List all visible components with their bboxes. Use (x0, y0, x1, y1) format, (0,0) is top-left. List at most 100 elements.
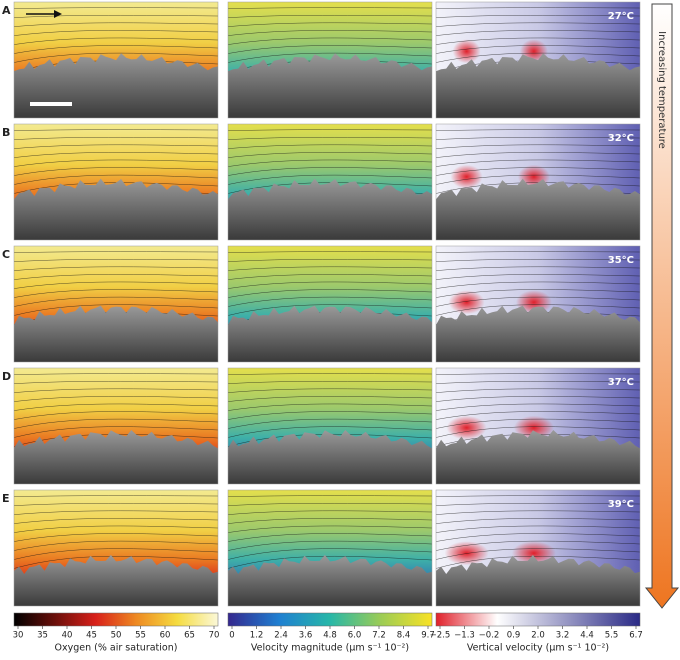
streamline (436, 555, 640, 569)
streamline (14, 540, 218, 551)
panel-border (435, 367, 641, 485)
streamline (228, 396, 432, 402)
streamline (14, 136, 218, 140)
streamline (436, 540, 640, 551)
row-label: C (2, 248, 10, 261)
streamline (436, 533, 640, 542)
panel-border (435, 489, 641, 607)
streamline (436, 380, 640, 384)
upwelling (444, 541, 489, 566)
streamline (436, 411, 640, 420)
panel-content (228, 246, 432, 362)
streamline (228, 380, 432, 384)
streamline (14, 182, 218, 194)
panel-content (14, 368, 218, 484)
streamline (228, 403, 432, 411)
panel (13, 123, 219, 241)
streamline (14, 129, 218, 131)
colorbar-tick-label: 65 (184, 631, 195, 641)
streamline (228, 502, 432, 506)
streamline (14, 174, 218, 185)
streamline (436, 525, 640, 533)
panel-content (14, 2, 218, 118)
streamline (436, 174, 640, 185)
colorbar-label: Oxygen (% air saturation) (55, 643, 178, 654)
streamline (14, 167, 218, 176)
panel-border (227, 123, 433, 241)
panel (227, 123, 433, 241)
colorbar-tick-label: 4.8 (323, 631, 337, 641)
panel-content (14, 490, 218, 606)
row-label: E (2, 492, 10, 505)
streamline (14, 518, 218, 524)
panel (435, 367, 641, 485)
streamline (228, 7, 432, 9)
streamline (14, 411, 218, 420)
streamline (228, 136, 432, 140)
streamline (228, 296, 432, 307)
streamline (436, 45, 640, 54)
panel (227, 489, 433, 607)
colorbar (435, 612, 641, 627)
substrate (436, 53, 640, 118)
panel-border (227, 489, 433, 607)
colorbar-tick-label: 2.4 (274, 631, 288, 641)
panel-border (13, 123, 219, 241)
streamline (14, 159, 218, 167)
streamline (14, 274, 218, 280)
streamline (436, 518, 640, 524)
streamline (228, 510, 432, 515)
colorbar-tick-label: 45 (86, 631, 97, 641)
streamline (14, 22, 218, 27)
streamline (436, 167, 640, 176)
panel-border (435, 1, 641, 119)
panel (13, 1, 219, 119)
colorbar-tick-label: 50 (111, 631, 122, 641)
streamline (436, 136, 640, 140)
panel-border (13, 245, 219, 363)
flow-arrow-head (54, 10, 62, 18)
row-label: A (2, 4, 11, 17)
panel (13, 367, 219, 485)
panel-border (435, 245, 641, 363)
streamline (14, 525, 218, 533)
colorbar-tick-label: 0.9 (507, 631, 521, 641)
streamline (436, 152, 640, 158)
streamline (436, 495, 640, 497)
streamline (436, 37, 640, 45)
colorbar-tick-label: 5.5 (605, 631, 619, 641)
streamline (228, 37, 432, 45)
colorbar-label: Vertical velocity (μm s⁻¹ 10⁻²) (467, 643, 609, 654)
colorbar-tick-label: 0 (229, 631, 234, 641)
streamline (14, 289, 218, 298)
streamline (436, 144, 640, 149)
panel-content (228, 490, 432, 606)
panel (435, 245, 641, 363)
streamline (228, 388, 432, 393)
streamline (228, 418, 432, 429)
panel-content (228, 124, 432, 240)
panel (13, 245, 219, 363)
panel (435, 123, 641, 241)
streamline (14, 37, 218, 45)
streamline (14, 510, 218, 515)
colorbar-tick-label: 60 (160, 631, 171, 641)
streamline (228, 555, 432, 569)
streamline (228, 281, 432, 289)
temperature-arrow (644, 3, 680, 609)
streamline (228, 540, 432, 551)
colorbar-tick-label: 40 (62, 631, 73, 641)
substrate (228, 554, 432, 606)
substrate (14, 430, 218, 484)
colorbar-tick-label: 7.2 (372, 631, 386, 641)
substrate (228, 430, 432, 484)
streamline (14, 251, 218, 253)
panel-content (14, 246, 218, 362)
panel-border (13, 367, 219, 485)
streamline (436, 396, 640, 402)
streamline (436, 373, 640, 375)
panel (435, 489, 641, 607)
streamline (14, 388, 218, 393)
streamline (228, 52, 432, 63)
streamline (228, 289, 432, 298)
